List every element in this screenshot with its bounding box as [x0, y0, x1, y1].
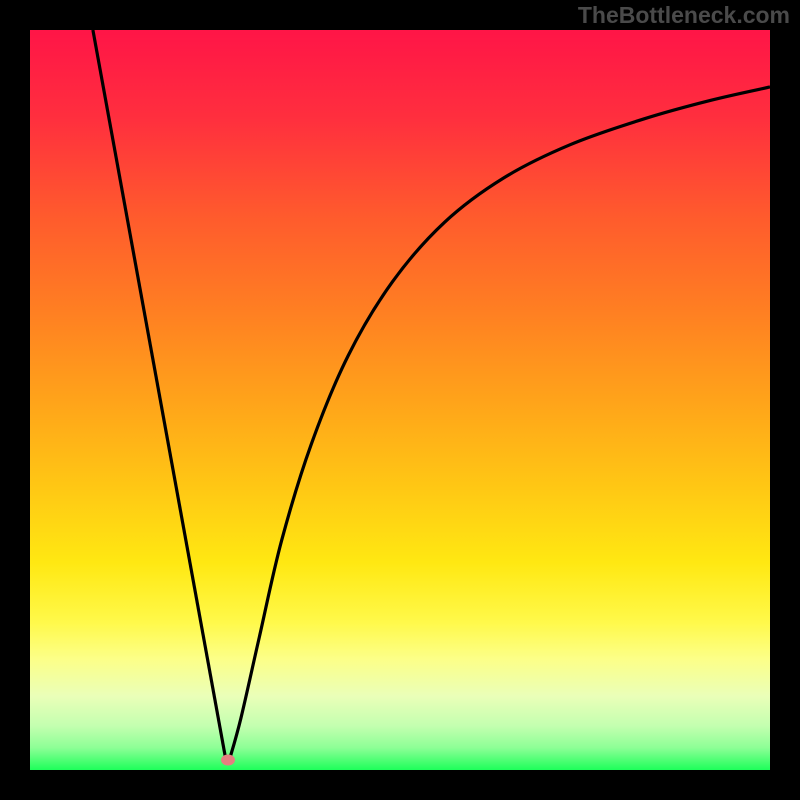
curve-left — [93, 30, 226, 761]
min-marker — [221, 755, 235, 766]
chart-container: TheBottleneck.com — [0, 0, 800, 800]
chart-svg — [0, 0, 800, 800]
curve-right — [229, 87, 770, 761]
watermark-text: TheBottleneck.com — [578, 2, 790, 29]
